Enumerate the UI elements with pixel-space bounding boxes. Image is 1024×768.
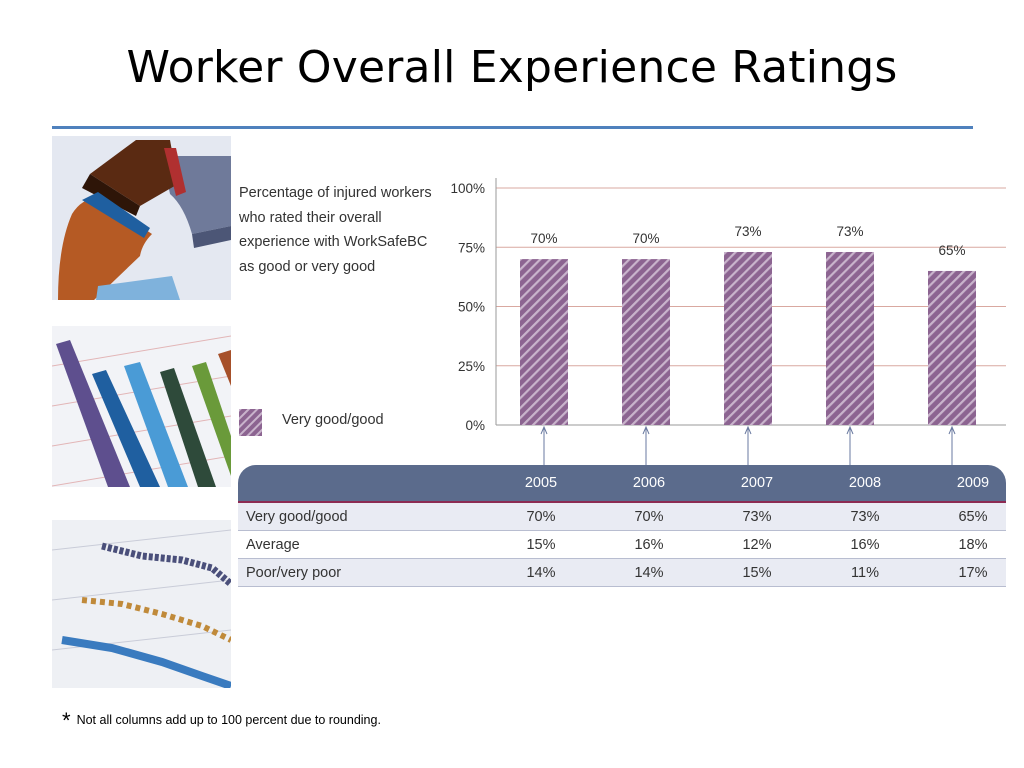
table-cell: 70% xyxy=(634,508,664,525)
bar-2005 xyxy=(520,259,568,425)
value-label-2006: 70% xyxy=(632,231,659,246)
y-tick-label: 50% xyxy=(458,300,485,315)
table-row: Poor/very poor 14% 14% 15% 11% 17% xyxy=(238,559,1006,587)
bar-chart-thumbnail xyxy=(52,326,231,487)
bar-series xyxy=(520,251,976,425)
table-cell: 16% xyxy=(850,536,880,553)
table-cell: 73% xyxy=(742,508,772,525)
footnote: * Not all columns add up to 100 percent d… xyxy=(62,708,381,734)
connector-arrowhead xyxy=(846,425,854,435)
value-label-2007: 73% xyxy=(734,224,761,239)
connector-arrowhead xyxy=(540,425,548,435)
bar-2008 xyxy=(826,251,874,425)
value-label-2008: 73% xyxy=(836,224,863,239)
value-label-2005: 70% xyxy=(530,231,557,246)
row-label: Very good/good xyxy=(246,508,348,525)
value-label-2009: 65% xyxy=(938,243,965,258)
table-cell: 73% xyxy=(850,508,880,525)
title-underline xyxy=(52,126,973,129)
pie-chart-thumbnail xyxy=(52,136,231,300)
table-cell: 14% xyxy=(526,564,556,581)
y-tick-label: 25% xyxy=(458,359,485,374)
table-cell: 65% xyxy=(958,508,988,525)
column-header-2009: 2009 xyxy=(956,475,990,491)
table-cell: 15% xyxy=(526,536,556,553)
table-row: Average 15% 16% 12% 16% 18% xyxy=(238,531,1006,559)
legend-swatch xyxy=(239,409,262,436)
table-body: Very good/good 70% 70% 73% 73% 65% Average 15% 1… xyxy=(238,503,1006,587)
bar-2006 xyxy=(622,259,670,425)
column-header-2005: 2005 xyxy=(524,475,558,491)
table-row: Very good/good 70% 70% 73% 73% 65% xyxy=(238,503,1006,531)
table-cell: 11% xyxy=(851,564,879,581)
bar-2009 xyxy=(928,270,976,425)
row-label: Average xyxy=(246,536,300,553)
value-labels: 70% 70% 73% 73% 65% xyxy=(530,224,965,258)
connector-arrowhead xyxy=(948,425,956,435)
table-header: 2005 2006 2007 2008 2009 xyxy=(238,465,1006,501)
connector-arrowhead xyxy=(642,425,650,435)
y-tick-label: 100% xyxy=(450,181,485,196)
header-separator xyxy=(238,501,1006,503)
table-cell: 15% xyxy=(742,564,772,581)
row-label: Poor/very poor xyxy=(246,564,342,581)
y-tick-label: 75% xyxy=(458,240,485,255)
footnote-marker: * xyxy=(62,708,71,733)
data-table: 2005 2006 2007 2008 2009 Very good/good 70% 70… xyxy=(238,465,1006,587)
y-axis-ticks: 0% 25% 50% 75% 100% xyxy=(450,181,485,433)
connector-arrows xyxy=(540,425,956,466)
table-cell: 70% xyxy=(526,508,556,525)
slide-title: Worker Overall Experience Ratings xyxy=(126,42,898,93)
legend-label: Very good/good xyxy=(282,412,384,428)
table-cell: 16% xyxy=(634,536,664,553)
bar-chart: 0% 25% 50% 75% 100% 70% 70% 73% 73% 65% xyxy=(450,178,1006,466)
connector-arrowhead xyxy=(744,425,752,435)
table-cell: 18% xyxy=(958,536,988,553)
footnote-text: Not all columns add up to 100 percent du… xyxy=(76,713,381,727)
table-cell: 14% xyxy=(634,564,664,581)
y-tick-label: 0% xyxy=(465,418,485,433)
column-header-2008: 2008 xyxy=(848,475,882,491)
table-cell: 17% xyxy=(958,564,988,581)
bar-2007 xyxy=(724,251,772,425)
column-header-2007: 2007 xyxy=(740,475,774,491)
chart-description: Percentage of injured workers who rated … xyxy=(239,185,432,275)
column-header-2006: 2006 xyxy=(632,475,666,491)
table-cell: 12% xyxy=(742,536,772,553)
line-chart-thumbnail xyxy=(52,520,231,688)
